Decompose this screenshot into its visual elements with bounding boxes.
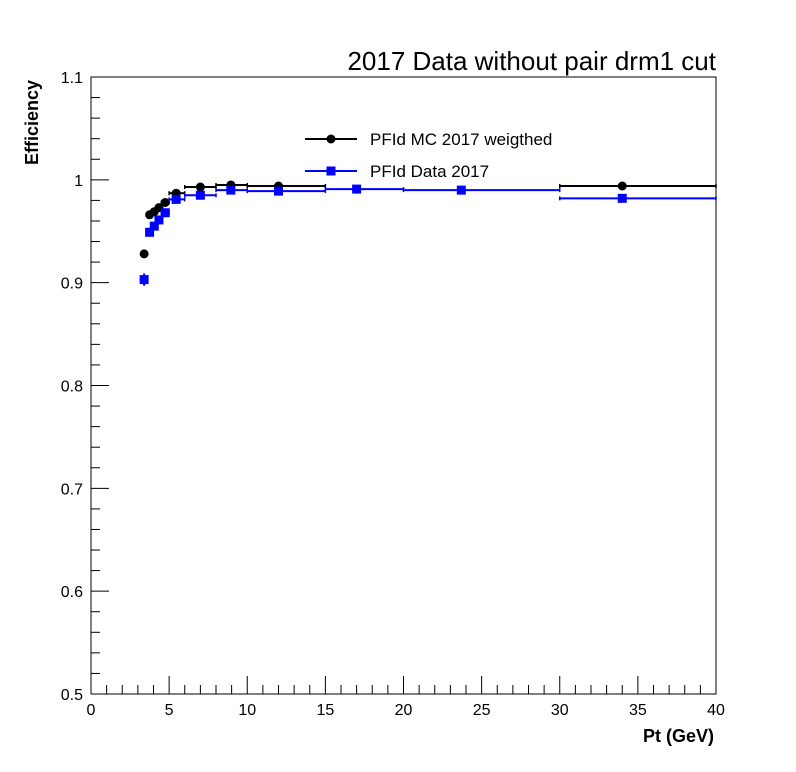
- data-point: [171, 194, 181, 204]
- data-point: [456, 185, 466, 195]
- x-tick-label: 0: [87, 702, 96, 719]
- x-tick-label: 15: [316, 702, 334, 719]
- data-series: [139, 180, 717, 286]
- legend-label: PFId MC 2017 weigthed: [370, 130, 552, 149]
- legend-entry: PFId Data 2017: [305, 162, 489, 181]
- y-tick-label: 0.7: [61, 481, 83, 498]
- data-point: [160, 197, 170, 207]
- x-tick-label: 35: [629, 702, 647, 719]
- data-point: [154, 215, 164, 225]
- legend-label: PFId Data 2017: [370, 162, 489, 181]
- x-tick-label: 10: [238, 702, 256, 719]
- data-point: [195, 182, 205, 192]
- data-point: [617, 181, 627, 191]
- y-tick-label: 1.1: [61, 70, 83, 87]
- data-point: [195, 190, 205, 200]
- series-2: [139, 184, 717, 286]
- x-tick-label: 30: [551, 702, 569, 719]
- y-tick-label: 0.8: [61, 379, 83, 396]
- data-point: [149, 221, 159, 231]
- data-point: [139, 275, 149, 285]
- x-axis-label: Pt (GeV): [643, 726, 714, 746]
- y-tick-label: 0.5: [61, 687, 83, 704]
- legend: PFId MC 2017 weigthed PFId Data 2017: [305, 130, 552, 181]
- data-point: [145, 227, 155, 237]
- data-point: [617, 193, 627, 203]
- y-axis-label: Efficiency: [22, 80, 42, 165]
- x-tick-label: 25: [473, 702, 491, 719]
- y-tick-label: 0.6: [61, 584, 83, 601]
- data-point: [160, 208, 170, 218]
- x-tick-label: 5: [165, 702, 174, 719]
- x-tick-label: 40: [707, 702, 725, 719]
- y-tick-label: 1: [74, 173, 83, 190]
- legend-entry: PFId MC 2017 weigthed: [305, 130, 552, 149]
- axes: 0 5 10 15 20 25 30 35 40 0.5 0.6 0.7 0.8 0.9 1 1.1: [61, 70, 725, 719]
- data-point: [226, 185, 236, 195]
- data-point: [139, 249, 149, 259]
- legend-marker: [326, 134, 336, 144]
- chart-title: 2017 Data without pair drm1 cut: [347, 46, 716, 76]
- x-tick-label: 20: [395, 702, 413, 719]
- y-tick-label: 0.9: [61, 276, 83, 293]
- data-point: [352, 184, 362, 194]
- legend-marker: [326, 166, 336, 176]
- data-point: [274, 186, 283, 196]
